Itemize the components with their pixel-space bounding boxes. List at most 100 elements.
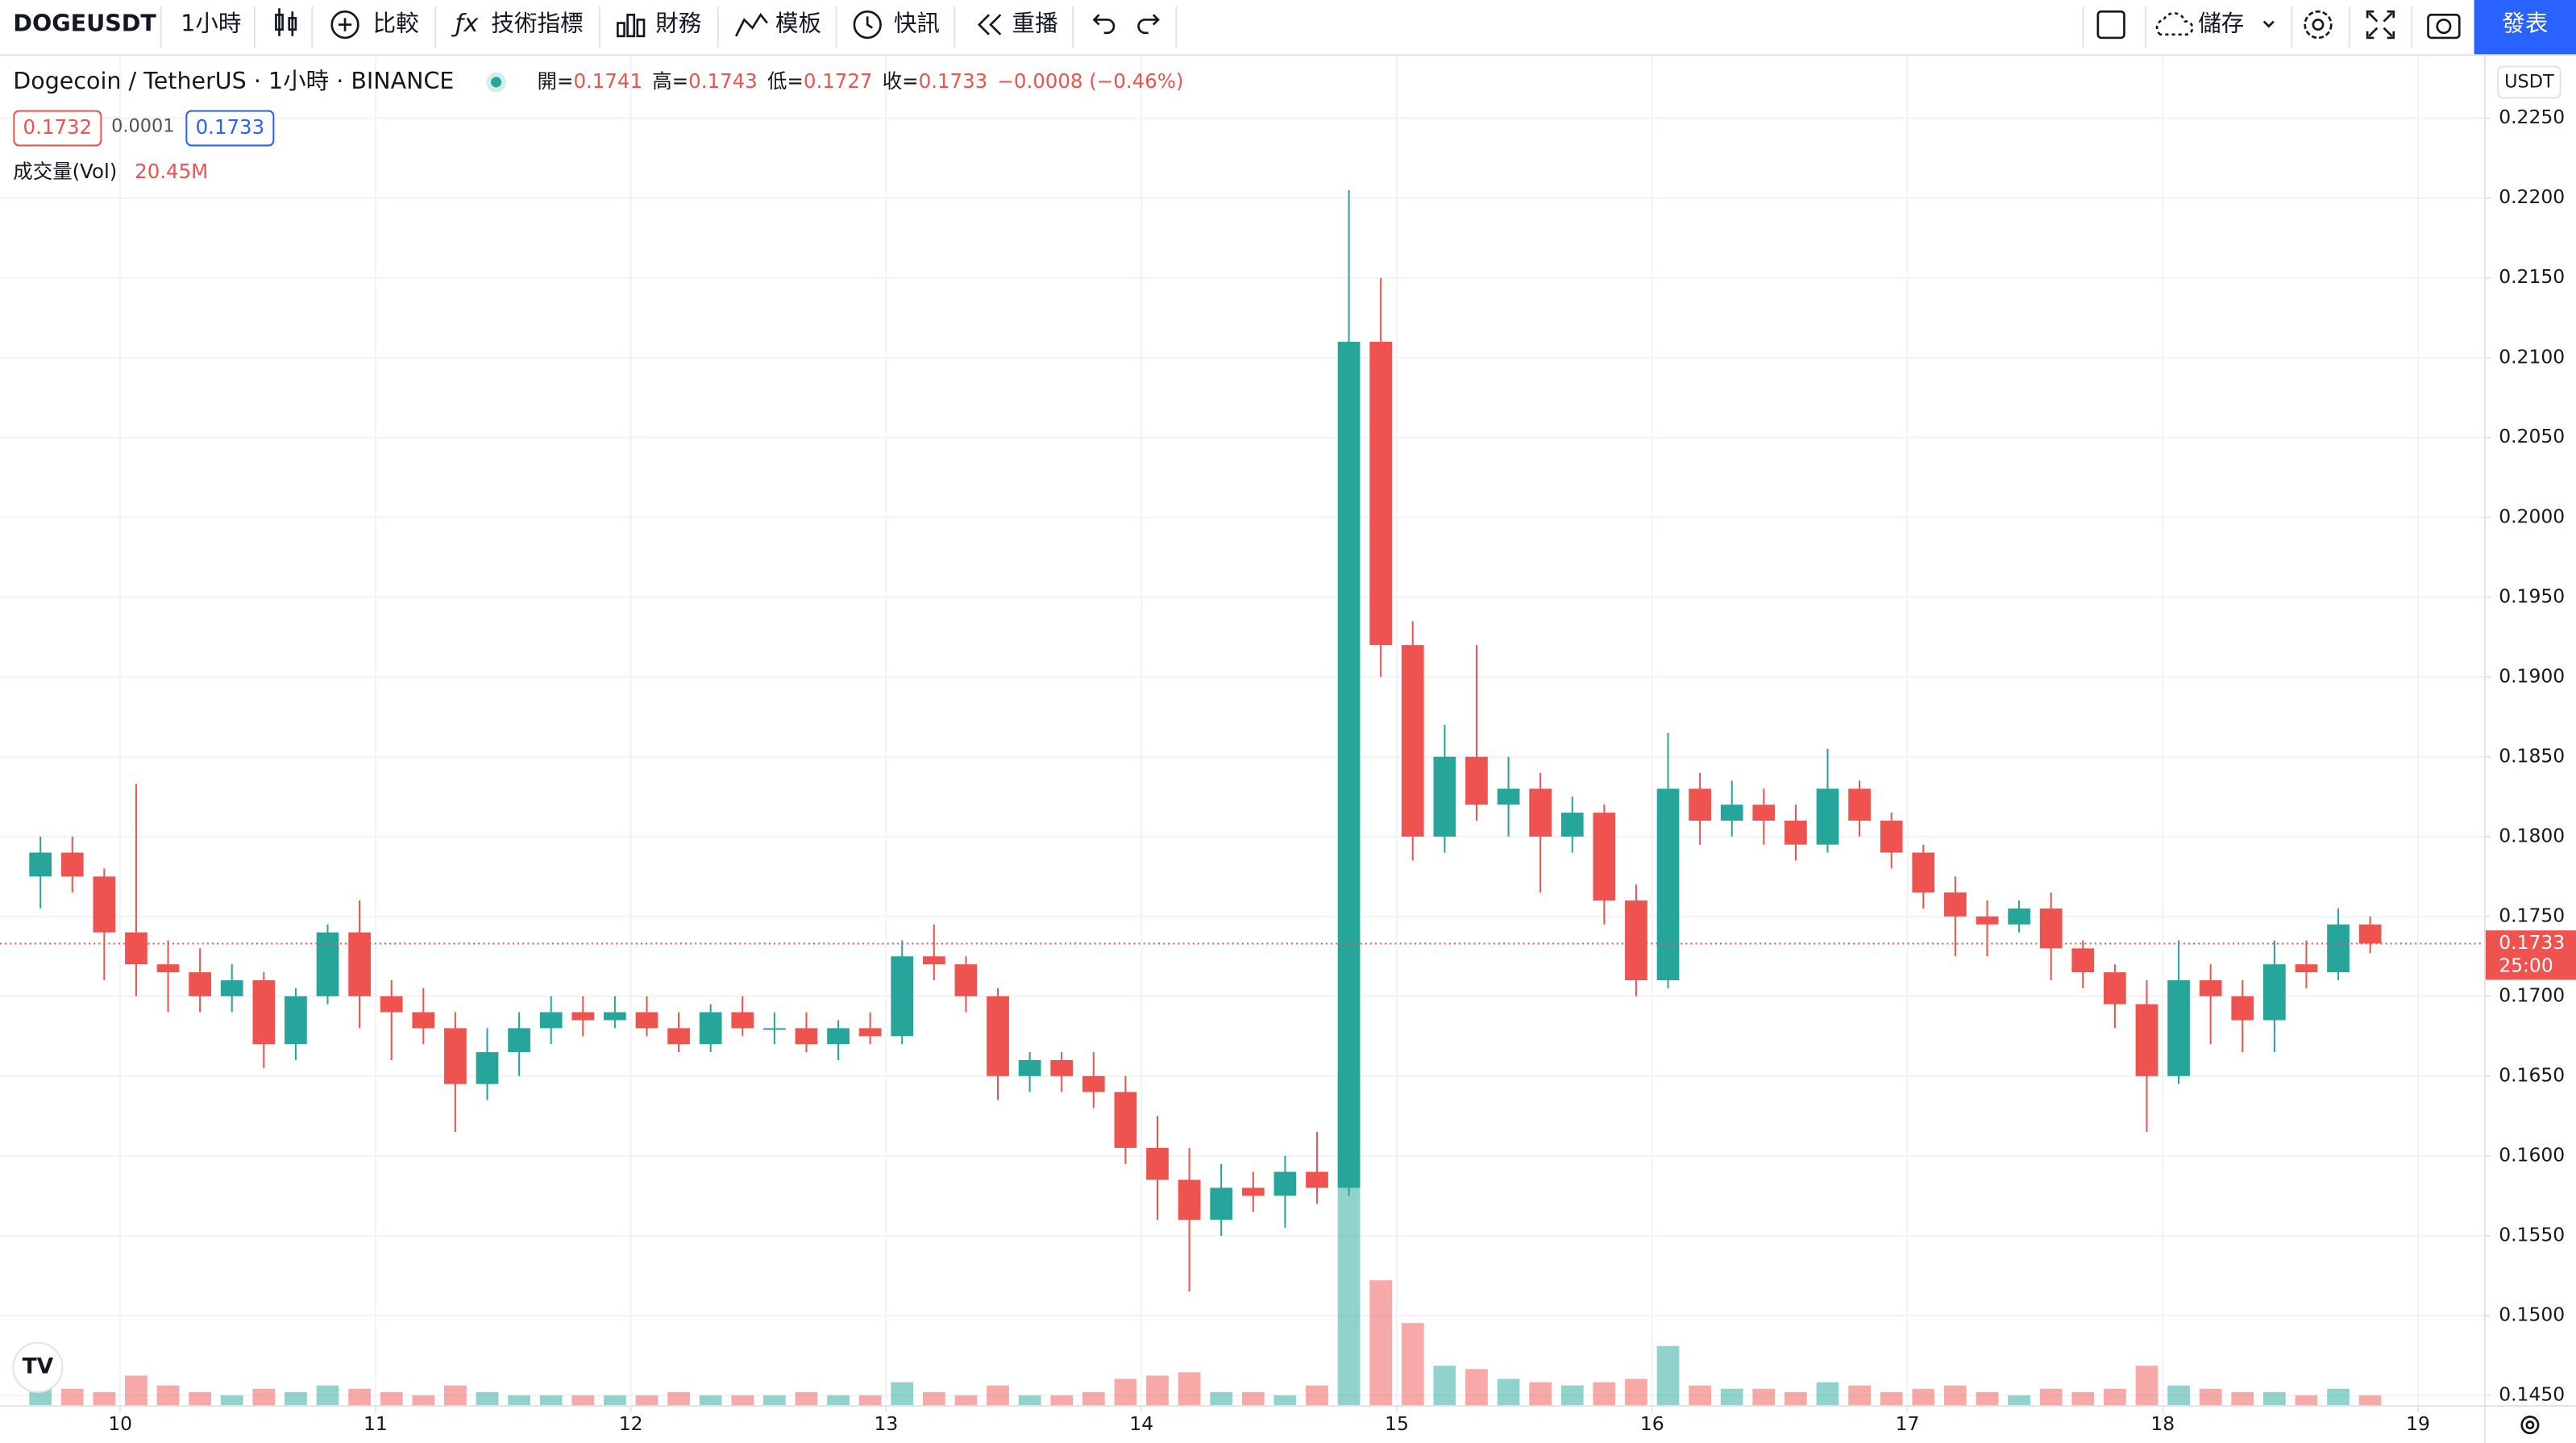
candle-body [1529, 788, 1552, 837]
bid-box[interactable] [13, 110, 102, 147]
ask-box[interactable] [185, 110, 275, 147]
candle-body [1816, 788, 1839, 845]
compare[interactable]: 比較 [373, 10, 419, 37]
candle-body [2327, 924, 2350, 973]
volume-bar [444, 1385, 467, 1406]
volume-bars [29, 1076, 2382, 1406]
save-menu-icon[interactable] [2262, 20, 2275, 28]
x-tick-label: 11 [364, 1412, 388, 1435]
volume-bar [795, 1391, 818, 1406]
alerts[interactable]: 快訊 [894, 10, 940, 37]
interval[interactable]: 1小時 [181, 10, 241, 37]
publish[interactable]: 發表 [2502, 10, 2548, 37]
volume-value: 20.45M [135, 160, 208, 183]
y-tick-label: 0.2250 [2499, 106, 2565, 128]
candle-body [1656, 788, 1680, 981]
financials[interactable]: 財務 [655, 10, 701, 37]
settings-icon[interactable] [2304, 10, 2333, 40]
candle-body [1369, 341, 1393, 646]
templates-icon[interactable] [734, 13, 768, 37]
volume-title: 成交量(Vol) [13, 160, 117, 183]
countdown: 25:00 [2499, 954, 2553, 976]
volume-bar [1082, 1391, 1105, 1406]
candle-body [189, 972, 211, 996]
volume-bar [1880, 1391, 1903, 1406]
toolbar: DOGEUSDT 1小時 比較 ƒx 技術指標 財務 模板 快訊 重播 儲存 [0, 0, 2576, 56]
candle-body [93, 876, 116, 933]
candle-body [1241, 1187, 1265, 1196]
candle-body [1433, 756, 1456, 837]
x-tick-label: 14 [1129, 1412, 1153, 1435]
toolbar-bg [0, 0, 2576, 55]
fx-icon[interactable]: ƒx [451, 10, 480, 38]
volume-bar [1401, 1323, 1424, 1406]
candle-body [699, 1012, 722, 1045]
candle-body [1018, 1060, 1041, 1076]
candle-body [476, 1052, 499, 1084]
replay[interactable]: 重播 [1012, 10, 1058, 37]
volume-bar [699, 1395, 722, 1406]
publish-button[interactable] [2474, 0, 2576, 55]
candle-body [125, 932, 147, 965]
ask[interactable]: 0.1733 [196, 115, 265, 139]
volume-bar [1146, 1375, 1169, 1406]
volume-bar [2327, 1388, 2350, 1406]
volume-bar [858, 1395, 882, 1406]
candle-body [1848, 788, 1871, 821]
candle-body [285, 996, 307, 1045]
x-tick-label: 12 [619, 1412, 643, 1435]
currency-box[interactable] [2497, 65, 2561, 99]
volume-bar [380, 1391, 403, 1406]
x-tick-label: 15 [1385, 1412, 1409, 1435]
chart-style-icon[interactable] [275, 8, 297, 36]
axis-settings-icon[interactable] [2520, 1416, 2540, 1435]
volume-bar [1529, 1382, 1552, 1406]
y-tick-label: 0.1500 [2499, 1303, 2565, 1325]
candle-body [2167, 980, 2190, 1076]
legend-title: Dogecoin / TetherUS · 1小時 · BINANCE [13, 68, 454, 94]
volume-bar [1785, 1391, 1807, 1406]
x-tick-label: 19 [2406, 1412, 2430, 1435]
candle-body [2262, 964, 2286, 1021]
volume-bar [93, 1391, 116, 1406]
layout-icon[interactable] [2096, 10, 2125, 40]
candle-body [412, 1012, 435, 1029]
volume-bar [954, 1395, 978, 1406]
candle-body [667, 1028, 690, 1045]
candle-body [1944, 892, 1967, 917]
volume-bar [60, 1388, 84, 1406]
candle-body [444, 1028, 467, 1084]
candle-body [1785, 820, 1807, 845]
ohlc-label: 高= [652, 69, 688, 93]
candle-body [827, 1028, 850, 1045]
templates[interactable]: 模板 [775, 10, 821, 37]
redo-icon[interactable] [1137, 14, 1160, 35]
volume-bar [1273, 1395, 1297, 1406]
symbol[interactable]: DOGEUSDT [13, 10, 156, 37]
bid[interactable]: 0.1732 [23, 115, 93, 139]
volume-bar [508, 1395, 530, 1406]
x-tick-label: 18 [2150, 1412, 2175, 1435]
volume-bar [1689, 1385, 1711, 1406]
financials-icon[interactable] [617, 14, 646, 38]
replay-icon[interactable] [977, 14, 1002, 35]
candle-body [1178, 1179, 1201, 1221]
y-tick-label: 0.1550 [2499, 1223, 2565, 1245]
compare-icon[interactable] [330, 10, 359, 40]
candle-body [1497, 788, 1520, 805]
volume-bar [827, 1395, 850, 1406]
undo-icon[interactable] [1092, 14, 1116, 35]
volume-bar [1656, 1345, 1680, 1406]
currency[interactable]: USDT [2504, 71, 2554, 92]
alerts-icon[interactable] [853, 10, 882, 40]
indicators[interactable]: 技術指標 [491, 10, 583, 37]
candle-body [2358, 924, 2382, 944]
candle-body [1976, 916, 1999, 925]
volume-bar [220, 1395, 243, 1406]
candle-body [1752, 805, 1776, 821]
save[interactable]: 儲存 [2198, 10, 2244, 37]
y-tick-label: 0.1900 [2499, 664, 2565, 687]
snapshot-icon[interactable] [2427, 14, 2461, 40]
candle-body [1273, 1171, 1297, 1196]
fullscreen-icon[interactable] [2366, 10, 2395, 40]
